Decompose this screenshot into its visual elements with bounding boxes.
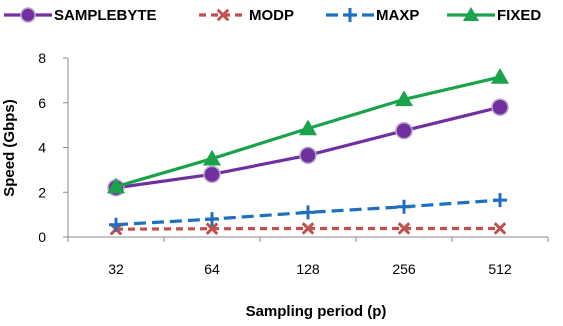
data-point-fixed [107, 177, 125, 194]
data-point-fixed [491, 68, 509, 84]
series-modp [109, 222, 507, 236]
series-line-maxp [115, 198, 501, 227]
data-point-modp [493, 222, 507, 235]
y-tick-label: 2 [38, 184, 46, 200]
data-point-maxp [205, 212, 219, 227]
legend-item-maxp: MAXP [326, 7, 419, 24]
data-point-maxp [301, 205, 315, 220]
legend-label-modp: MODP [249, 7, 294, 24]
legend-label-samplebyte: SAMPLEBYTE [54, 7, 157, 24]
data-point-modp [205, 222, 219, 236]
data-point-maxp [109, 217, 123, 232]
y-axis: 0 2 4 6 8 [38, 50, 69, 245]
x-tick-label: 32 [108, 261, 124, 277]
legend-marker-modp [216, 8, 230, 22]
x-tick-label: 64 [204, 261, 220, 277]
y-axis-title: Speed (Gbps) [1, 99, 18, 197]
data-point-samplebyte [491, 98, 509, 116]
data-point-modp [397, 222, 411, 235]
x-tick-label: 128 [296, 261, 320, 277]
legend-label-fixed: FIXED [497, 7, 541, 24]
legend-marker-fixed [463, 7, 479, 21]
legend-marker-maxp [343, 8, 357, 22]
data-point-fixed [395, 90, 413, 107]
legend-item-samplebyte: SAMPLEBYTE [4, 7, 157, 24]
x-axis: 32 64 128 256 512 [67, 236, 549, 277]
data-point-fixed [299, 119, 317, 136]
x-tick-label: 256 [392, 261, 416, 277]
data-point-fixed [203, 149, 221, 166]
series-layer [107, 68, 509, 236]
legend: SAMPLEBYTE MODP MAXP FIXED [4, 7, 541, 24]
series-fixed [107, 68, 509, 194]
legend-item-modp: MODP [199, 7, 294, 24]
y-tick-label: 8 [38, 50, 46, 66]
legend-label-maxp: MAXP [376, 7, 419, 24]
data-point-modp [301, 222, 315, 235]
legend-marker-samplebyte [20, 7, 36, 23]
x-axis-title: Sampling period (p) [246, 303, 387, 320]
y-tick-label: 6 [38, 95, 46, 111]
data-point-samplebyte [299, 146, 317, 165]
y-tick-label: 0 [38, 229, 46, 245]
x-tick-label: 512 [488, 261, 512, 277]
series-maxp [109, 193, 507, 232]
data-point-maxp [397, 199, 411, 214]
data-point-maxp [493, 193, 507, 208]
data-point-samplebyte [203, 165, 221, 184]
legend-item-fixed: FIXED [447, 7, 541, 24]
data-point-samplebyte [395, 121, 413, 140]
series-samplebyte [107, 98, 509, 197]
y-tick-label: 4 [38, 140, 46, 156]
